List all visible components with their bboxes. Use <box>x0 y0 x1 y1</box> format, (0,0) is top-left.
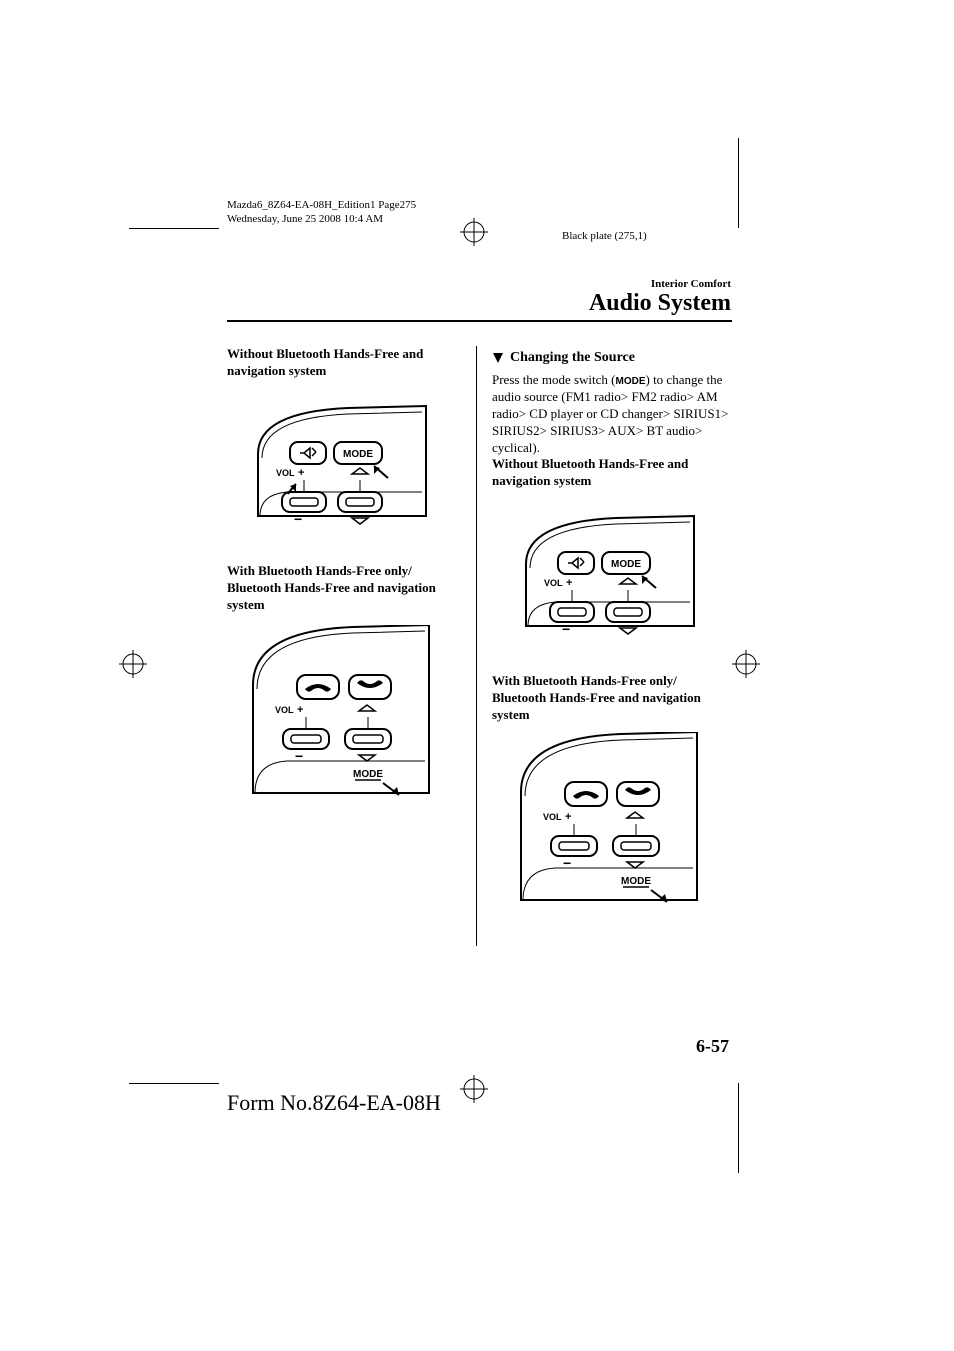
registration-mark-bottom <box>460 1075 488 1103</box>
left-para2: With Bluetooth Hands-Free only/ Bluetoot… <box>227 563 459 614</box>
right-body: Press the mode switch (MODE) to change t… <box>492 372 730 456</box>
page-number: 6-57 <box>696 1036 729 1057</box>
column-divider <box>476 346 477 946</box>
mode-inline-label: MODE <box>615 376 645 387</box>
section-header: Interior Comfort Audio System <box>231 278 731 317</box>
section-category: Interior Comfort <box>231 278 731 290</box>
right-para2: With Bluetooth Hands-Free only/ Bluetoot… <box>492 673 730 724</box>
right-column: Changing the Source Press the mode switc… <box>492 350 730 926</box>
figure-panel-b-left <box>243 625 443 805</box>
crop-mark-right-top <box>738 138 739 228</box>
section-title: Audio System <box>231 290 731 317</box>
figure-panel-a-right <box>516 514 706 649</box>
figure-panel-b-right <box>511 732 711 912</box>
print-header-line1: Mazda6_8Z64-EA-08H_Edition1 Page275 <box>227 198 416 212</box>
right-body-pre: Press the mode switch ( <box>492 372 615 387</box>
right-para1: Without Bluetooth Hands-Free and navigat… <box>492 456 730 490</box>
subhead-changing-source: Changing the Source <box>492 350 730 366</box>
crop-mark-top-left <box>129 228 219 229</box>
form-number: Form No.8Z64-EA-08H <box>227 1090 441 1116</box>
registration-mark-top <box>460 218 488 246</box>
subhead-text: Changing the Source <box>510 350 635 365</box>
crop-mark-bottom-left <box>129 1083 219 1084</box>
registration-mark-right <box>732 650 760 678</box>
black-plate-label: Black plate (275,1) <box>562 230 647 242</box>
print-header-line2: Wednesday, June 25 2008 10:4 AM <box>227 212 416 226</box>
registration-mark-left <box>119 650 147 678</box>
left-para1: Without Bluetooth Hands-Free and navigat… <box>227 346 459 380</box>
crop-mark-right-bottom <box>738 1083 739 1173</box>
section-rule <box>227 320 732 322</box>
figure-panel-a-left <box>248 404 438 539</box>
left-column: Without Bluetooth Hands-Free and navigat… <box>227 346 459 819</box>
print-header: Mazda6_8Z64-EA-08H_Edition1 Page275 Wedn… <box>227 198 416 227</box>
triangle-bullet-icon <box>492 352 504 364</box>
